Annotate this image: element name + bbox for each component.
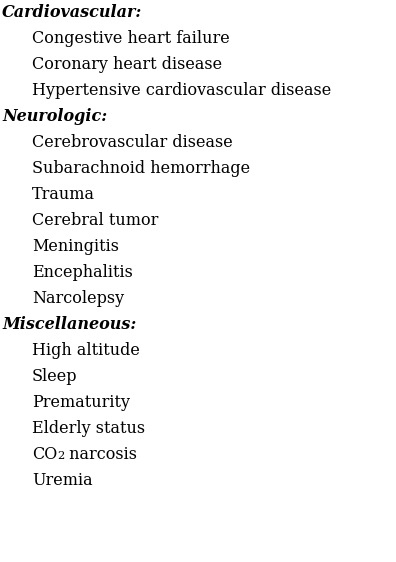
Text: Coronary heart disease: Coronary heart disease	[32, 56, 222, 73]
Text: Miscellaneous:: Miscellaneous:	[2, 316, 136, 333]
Text: Trauma: Trauma	[32, 186, 95, 203]
Text: Narcolepsy: Narcolepsy	[32, 290, 124, 307]
Text: Subarachnoid hemorrhage: Subarachnoid hemorrhage	[32, 160, 250, 177]
Text: Encephalitis: Encephalitis	[32, 264, 133, 281]
Text: Sleep: Sleep	[32, 368, 78, 385]
Text: Cardiovascular:: Cardiovascular:	[2, 4, 142, 21]
Text: Hypertensive cardiovascular disease: Hypertensive cardiovascular disease	[32, 82, 331, 99]
Text: CO: CO	[32, 446, 57, 463]
Text: Neurologic:: Neurologic:	[2, 108, 107, 125]
Text: Uremia: Uremia	[32, 472, 93, 489]
Text: Cerebrovascular disease: Cerebrovascular disease	[32, 134, 233, 151]
Text: narcosis: narcosis	[65, 446, 137, 463]
Text: 2: 2	[57, 451, 65, 461]
Text: Cerebral tumor: Cerebral tumor	[32, 212, 158, 229]
Text: Congestive heart failure: Congestive heart failure	[32, 30, 230, 47]
Text: High altitude: High altitude	[32, 342, 140, 359]
Text: Meningitis: Meningitis	[32, 238, 119, 255]
Text: Elderly status: Elderly status	[32, 420, 145, 437]
Text: Prematurity: Prematurity	[32, 394, 130, 411]
